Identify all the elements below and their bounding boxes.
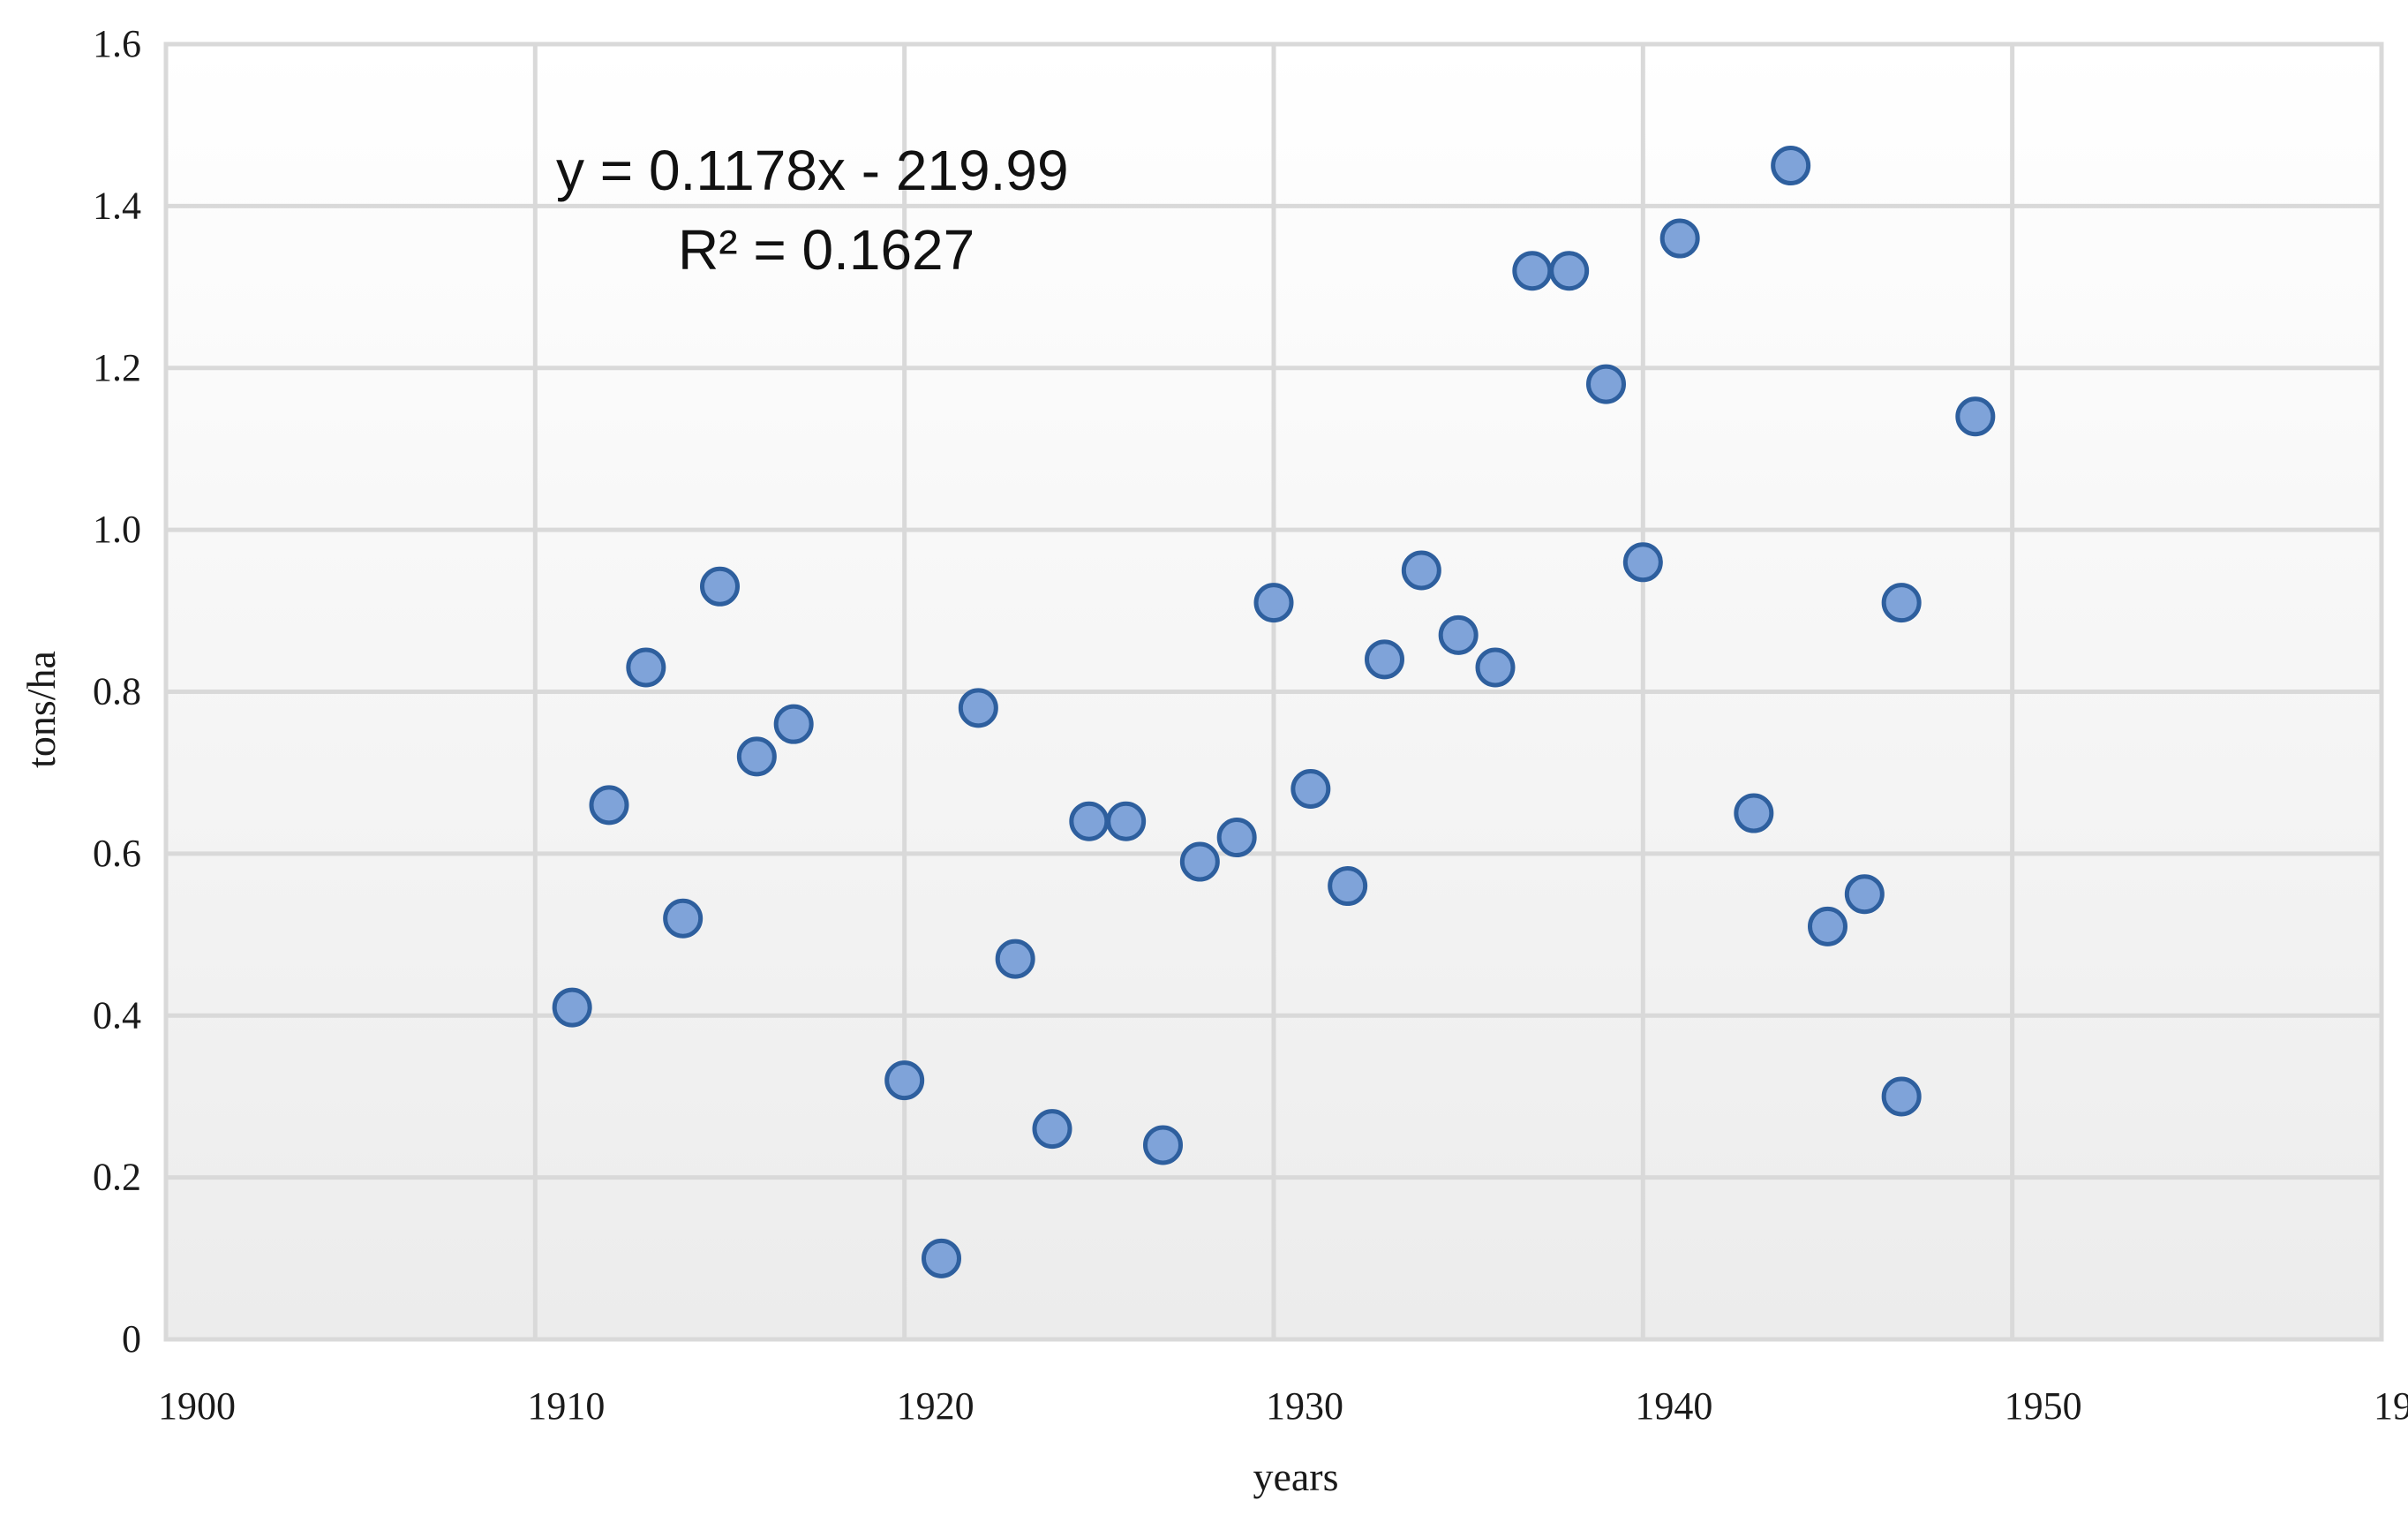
data-point — [552, 987, 592, 1028]
data-point — [1032, 1109, 1072, 1150]
x-axis-title: years — [1253, 1454, 1338, 1499]
data-point — [1808, 906, 1847, 946]
data-point — [1179, 841, 1220, 882]
y-axis-ticks: 0 0.2 0.4 0.6 0.8 1.0 1.2 1.4 1.6 — [93, 22, 141, 1361]
data-point — [736, 736, 777, 777]
data-point — [1106, 801, 1147, 841]
data-point — [1365, 639, 1404, 680]
data-point — [1216, 818, 1257, 858]
x-tick-label: 1940 — [1635, 1384, 1712, 1428]
data-point — [1143, 1125, 1183, 1165]
y-axis-title: tons/ha — [19, 651, 64, 768]
x-tick-label: 1920 — [897, 1384, 974, 1428]
data-point — [1622, 542, 1663, 583]
y-tick-label: 0.2 — [93, 1156, 141, 1199]
data-point — [922, 1238, 961, 1278]
data-point — [995, 939, 1035, 979]
data-point — [1955, 396, 1996, 437]
y-tick-label: 0.8 — [93, 670, 141, 713]
data-point — [1586, 364, 1626, 404]
trendline-r-squared: R² = 0.1627 — [678, 218, 974, 282]
data-point — [958, 688, 998, 728]
plot-frame — [163, 41, 2384, 1342]
data-point — [1401, 550, 1441, 591]
data-point — [626, 647, 666, 688]
x-axis-ticks: 1900 1910 1920 1930 1940 1950 1960 — [158, 1384, 2408, 1428]
data-point — [1881, 1076, 1922, 1117]
data-point — [663, 898, 704, 939]
data-point — [700, 566, 740, 607]
data-point — [1734, 793, 1774, 833]
x-tick-label: 1900 — [158, 1384, 236, 1428]
data-point — [1659, 218, 1700, 259]
data-point — [1549, 251, 1590, 291]
data-point — [884, 1060, 925, 1101]
data-point — [1438, 614, 1479, 655]
y-tick-label: 0 — [122, 1317, 141, 1361]
y-tick-label: 0.4 — [93, 993, 141, 1037]
y-tick-label: 1.0 — [93, 508, 141, 551]
x-tick-label: 1930 — [1266, 1384, 1343, 1428]
data-point — [1475, 647, 1516, 688]
data-point — [1771, 146, 1811, 186]
data-point — [1844, 874, 1885, 915]
data-point — [1512, 251, 1553, 291]
y-tick-label: 1.4 — [93, 184, 141, 227]
data-point — [1253, 583, 1294, 623]
data-point — [1069, 801, 1110, 841]
data-point — [1881, 583, 1922, 623]
x-tick-label: 1950 — [2005, 1384, 2082, 1428]
data-points — [552, 146, 1996, 1278]
data-point — [589, 785, 629, 826]
y-tick-label: 1.2 — [93, 346, 141, 389]
data-point — [773, 704, 814, 744]
data-point — [1328, 866, 1368, 907]
y-tick-label: 1.6 — [93, 22, 141, 65]
y-tick-label: 0.6 — [93, 832, 141, 875]
x-tick-label: 1960 — [2374, 1384, 2408, 1428]
data-point — [1291, 769, 1331, 810]
trendline-equation: y = 0.1178x - 219.99 — [556, 139, 1069, 202]
x-tick-label: 1910 — [527, 1384, 605, 1428]
